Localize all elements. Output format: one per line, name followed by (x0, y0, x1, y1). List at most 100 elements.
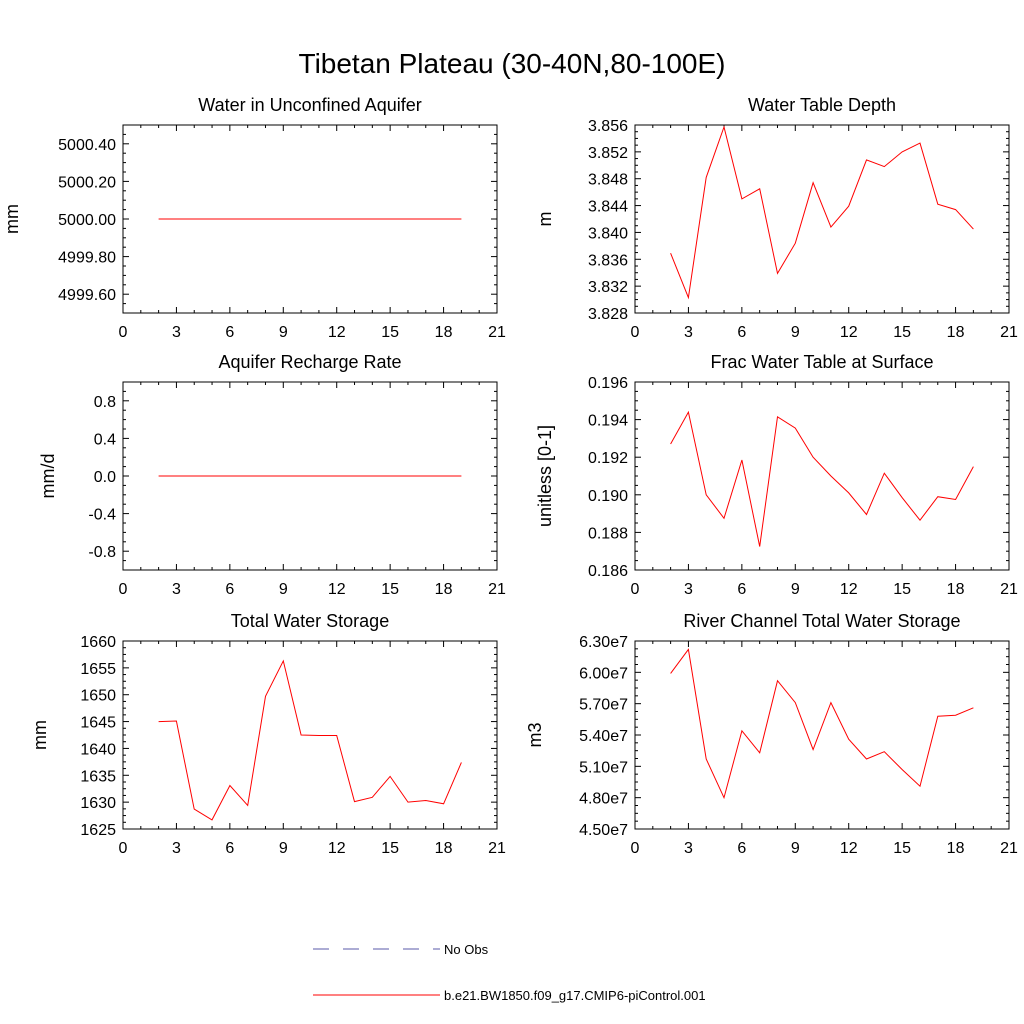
x-tick-label: 9 (279, 840, 288, 857)
x-tick-label: 6 (225, 324, 234, 341)
y-tick-label: -0.4 (88, 507, 116, 524)
panel-3: 0 3 6 9 12 15 18 21 -0.8 -0.4 0.0 0.4 0.8 Aquifer Rec… (38, 352, 506, 598)
y-tick-label: 3.836 (588, 252, 628, 269)
y-tick-label: -0.8 (88, 544, 116, 561)
y-tick-label: 6.00e7 (579, 665, 628, 682)
y-axis-label: m (535, 212, 555, 227)
y-axis-label: unitless [0-1] (535, 425, 555, 527)
y-tick-label: 3.828 (588, 306, 628, 323)
x-tick-label: 12 (328, 581, 346, 598)
y-tick-label: 3.844 (588, 199, 628, 216)
legend-label-no-obs: No Obs (444, 942, 489, 957)
y-tick-label: 0.190 (588, 488, 628, 505)
x-tick-label: 18 (435, 324, 453, 341)
x-tick-label: 9 (791, 324, 800, 341)
panel-2: 0 3 6 9 12 15 18 21 3.828 3.832 3.836 3.840 3.844 3.8… (535, 95, 1018, 341)
panels: 0 3 6 9 12 15 18 21 4999.60 4999.80 5000.00 5000.20… (2, 95, 1018, 857)
y-tick-label: 1640 (80, 741, 116, 758)
panel-title: Aquifer Recharge Rate (218, 352, 401, 372)
y-tick-label: 1630 (80, 795, 116, 812)
y-axis-label: mm (30, 720, 50, 750)
x-tick-label: 6 (225, 581, 234, 598)
x-tick-label: 0 (631, 324, 640, 341)
x-tick-label: 12 (840, 840, 858, 857)
panel-6: 0 3 6 9 12 15 18 21 4.50e7 4.80e7 5.10e7 5.40e7 5.70… (525, 611, 1018, 857)
series-line-1 (670, 410, 974, 547)
y-tick-label: 4999.80 (58, 250, 116, 267)
y-axis-label: m3 (525, 722, 545, 747)
y-tick-label: 0.196 (588, 375, 628, 392)
y-tick-label: 1650 (80, 688, 116, 705)
y-tick-label: 0.4 (94, 431, 116, 448)
y-tick-label: 4999.60 (58, 287, 116, 304)
x-tick-label: 3 (172, 840, 181, 857)
y-tick-label: 0.0 (94, 469, 116, 486)
y-tick-label: 5.10e7 (579, 759, 628, 776)
x-tick-label: 21 (1000, 324, 1018, 341)
y-tick-label: 5000.00 (58, 212, 116, 229)
x-tick-label: 9 (279, 324, 288, 341)
series-line-1 (158, 659, 462, 821)
y-tick-label: 1645 (80, 715, 116, 732)
x-tick-label: 3 (172, 324, 181, 341)
x-tick-label: 15 (893, 840, 911, 857)
y-tick-label: 0.188 (588, 525, 628, 542)
y-tick-label: 3.856 (588, 118, 628, 135)
y-tick-label: 3.848 (588, 172, 628, 189)
x-tick-label: 12 (840, 581, 858, 598)
x-tick-label: 21 (1000, 581, 1018, 598)
x-tick-label: 15 (893, 581, 911, 598)
plot-frame (634, 381, 1010, 571)
y-tick-label: 6.30e7 (579, 634, 628, 651)
x-tick-label: 21 (488, 581, 506, 598)
panel-title: Water in Unconfined Aquifer (198, 95, 421, 115)
x-tick-label: 0 (119, 324, 128, 341)
x-tick-label: 9 (279, 581, 288, 598)
x-tick-label: 3 (684, 840, 693, 857)
y-tick-label: 4.50e7 (579, 822, 628, 839)
plot-frame (634, 640, 1010, 830)
x-tick-label: 12 (328, 324, 346, 341)
y-axis-label: mm (2, 204, 22, 234)
plot-frame (634, 124, 1010, 314)
x-tick-label: 3 (684, 324, 693, 341)
x-tick-label: 0 (631, 581, 640, 598)
x-tick-label: 6 (225, 840, 234, 857)
y-tick-label: 0.8 (94, 394, 116, 411)
panel-title: River Channel Total Water Storage (683, 611, 960, 631)
panel-4: 0 3 6 9 12 15 18 21 0.186 0.188 0.190 0.192 0.194 0.1… (535, 352, 1018, 598)
x-tick-label: 15 (893, 324, 911, 341)
y-tick-label: 1625 (80, 822, 116, 839)
y-tick-label: 5.70e7 (579, 697, 628, 714)
x-tick-label: 12 (840, 324, 858, 341)
y-tick-label: 3.852 (588, 145, 628, 162)
series-line-1 (670, 125, 974, 300)
y-tick-label: 0.186 (588, 563, 628, 580)
x-tick-label: 21 (488, 840, 506, 857)
y-tick-label: 5000.20 (58, 174, 116, 191)
y-tick-label: 0.192 (588, 450, 628, 467)
panel-title: Water Table Depth (748, 95, 896, 115)
x-tick-label: 6 (737, 840, 746, 857)
panel-5: 0 3 6 9 12 15 18 21 1625 1630 1635 1640 1645 1650 1655… (30, 611, 506, 857)
x-tick-label: 6 (737, 324, 746, 341)
y-tick-label: 4.80e7 (579, 791, 628, 808)
x-tick-label: 21 (488, 324, 506, 341)
x-tick-label: 18 (435, 581, 453, 598)
panel-title: Frac Water Table at Surface (710, 352, 933, 372)
x-tick-label: 0 (119, 581, 128, 598)
x-tick-label: 3 (172, 581, 181, 598)
y-tick-label: 5.40e7 (579, 728, 628, 745)
series-line-1 (670, 648, 974, 800)
x-tick-label: 9 (791, 840, 800, 857)
x-tick-label: 21 (1000, 840, 1018, 857)
y-tick-label: 3.840 (588, 225, 628, 242)
x-tick-label: 15 (381, 581, 399, 598)
x-tick-label: 15 (381, 324, 399, 341)
x-tick-label: 18 (947, 324, 965, 341)
x-tick-label: 18 (947, 581, 965, 598)
legend-label-model: b.e21.BW1850.f09_g17.CMIP6-piControl.001 (444, 988, 706, 1003)
y-tick-label: 3.832 (588, 279, 628, 296)
x-tick-label: 18 (435, 840, 453, 857)
